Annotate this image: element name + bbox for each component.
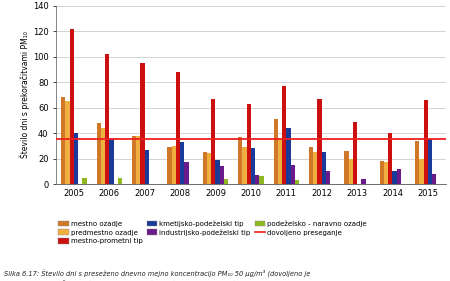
Bar	[428, 139, 432, 184]
Bar	[419, 158, 423, 184]
Bar	[388, 133, 392, 184]
Bar	[109, 139, 113, 184]
Bar	[180, 142, 184, 184]
Bar	[353, 122, 357, 184]
Bar	[286, 128, 291, 184]
Bar	[207, 153, 211, 184]
Text: preseganje največ 35-krat v koledarskem letu) po tipih merilnih mest v obdobju 2: preseganje največ 35-krat v koledarskem …	[4, 280, 313, 281]
Legend: mestno ozadje, predmestno ozadje, mestno-prometni tip, kmetijsko-podeželski tip,: mestno ozadje, predmestno ozadje, mestno…	[58, 220, 368, 245]
Bar	[361, 179, 365, 184]
Bar	[317, 99, 322, 184]
Bar	[211, 99, 216, 184]
Bar	[65, 101, 70, 184]
Bar	[74, 133, 78, 184]
Bar	[101, 128, 105, 184]
Bar	[203, 152, 207, 184]
Bar	[171, 146, 176, 184]
Bar	[167, 147, 171, 184]
Bar	[238, 137, 243, 184]
Bar	[295, 180, 299, 184]
Bar	[291, 165, 295, 184]
Bar	[432, 174, 436, 184]
Bar	[384, 162, 388, 184]
Y-axis label: Število dni s prekoračitvami PM₁₀: Število dni s prekoračitvami PM₁₀	[20, 31, 30, 158]
Bar	[216, 160, 220, 184]
Bar	[259, 176, 264, 184]
Bar	[326, 171, 330, 184]
Bar	[118, 178, 122, 184]
Bar	[282, 86, 286, 184]
Bar	[82, 178, 87, 184]
Text: Slika 6.17: Število dni s preseženo dnevno mejno koncentracijo PM₁₀ 50 μg/m³ (do: Slika 6.17: Število dni s preseženo dnev…	[4, 270, 311, 278]
Bar	[349, 158, 353, 184]
Bar	[309, 147, 313, 184]
Bar	[423, 100, 428, 184]
Bar	[176, 72, 180, 184]
Bar	[140, 63, 145, 184]
Bar	[380, 161, 384, 184]
Bar	[396, 169, 401, 184]
Bar	[322, 152, 326, 184]
Bar	[132, 136, 136, 184]
Bar	[70, 29, 74, 184]
Bar	[145, 150, 149, 184]
Bar	[415, 141, 419, 184]
Bar	[61, 98, 65, 184]
Bar	[392, 171, 396, 184]
Bar	[251, 148, 255, 184]
Bar	[224, 179, 228, 184]
Bar	[247, 104, 251, 184]
Bar	[278, 139, 282, 184]
Bar	[344, 151, 349, 184]
Bar	[313, 152, 317, 184]
Bar	[136, 136, 140, 184]
Bar	[243, 147, 247, 184]
Bar	[184, 162, 189, 184]
Bar	[274, 119, 278, 184]
Bar	[220, 166, 224, 184]
Bar	[105, 54, 109, 184]
Bar	[255, 175, 259, 184]
Bar	[97, 123, 101, 184]
